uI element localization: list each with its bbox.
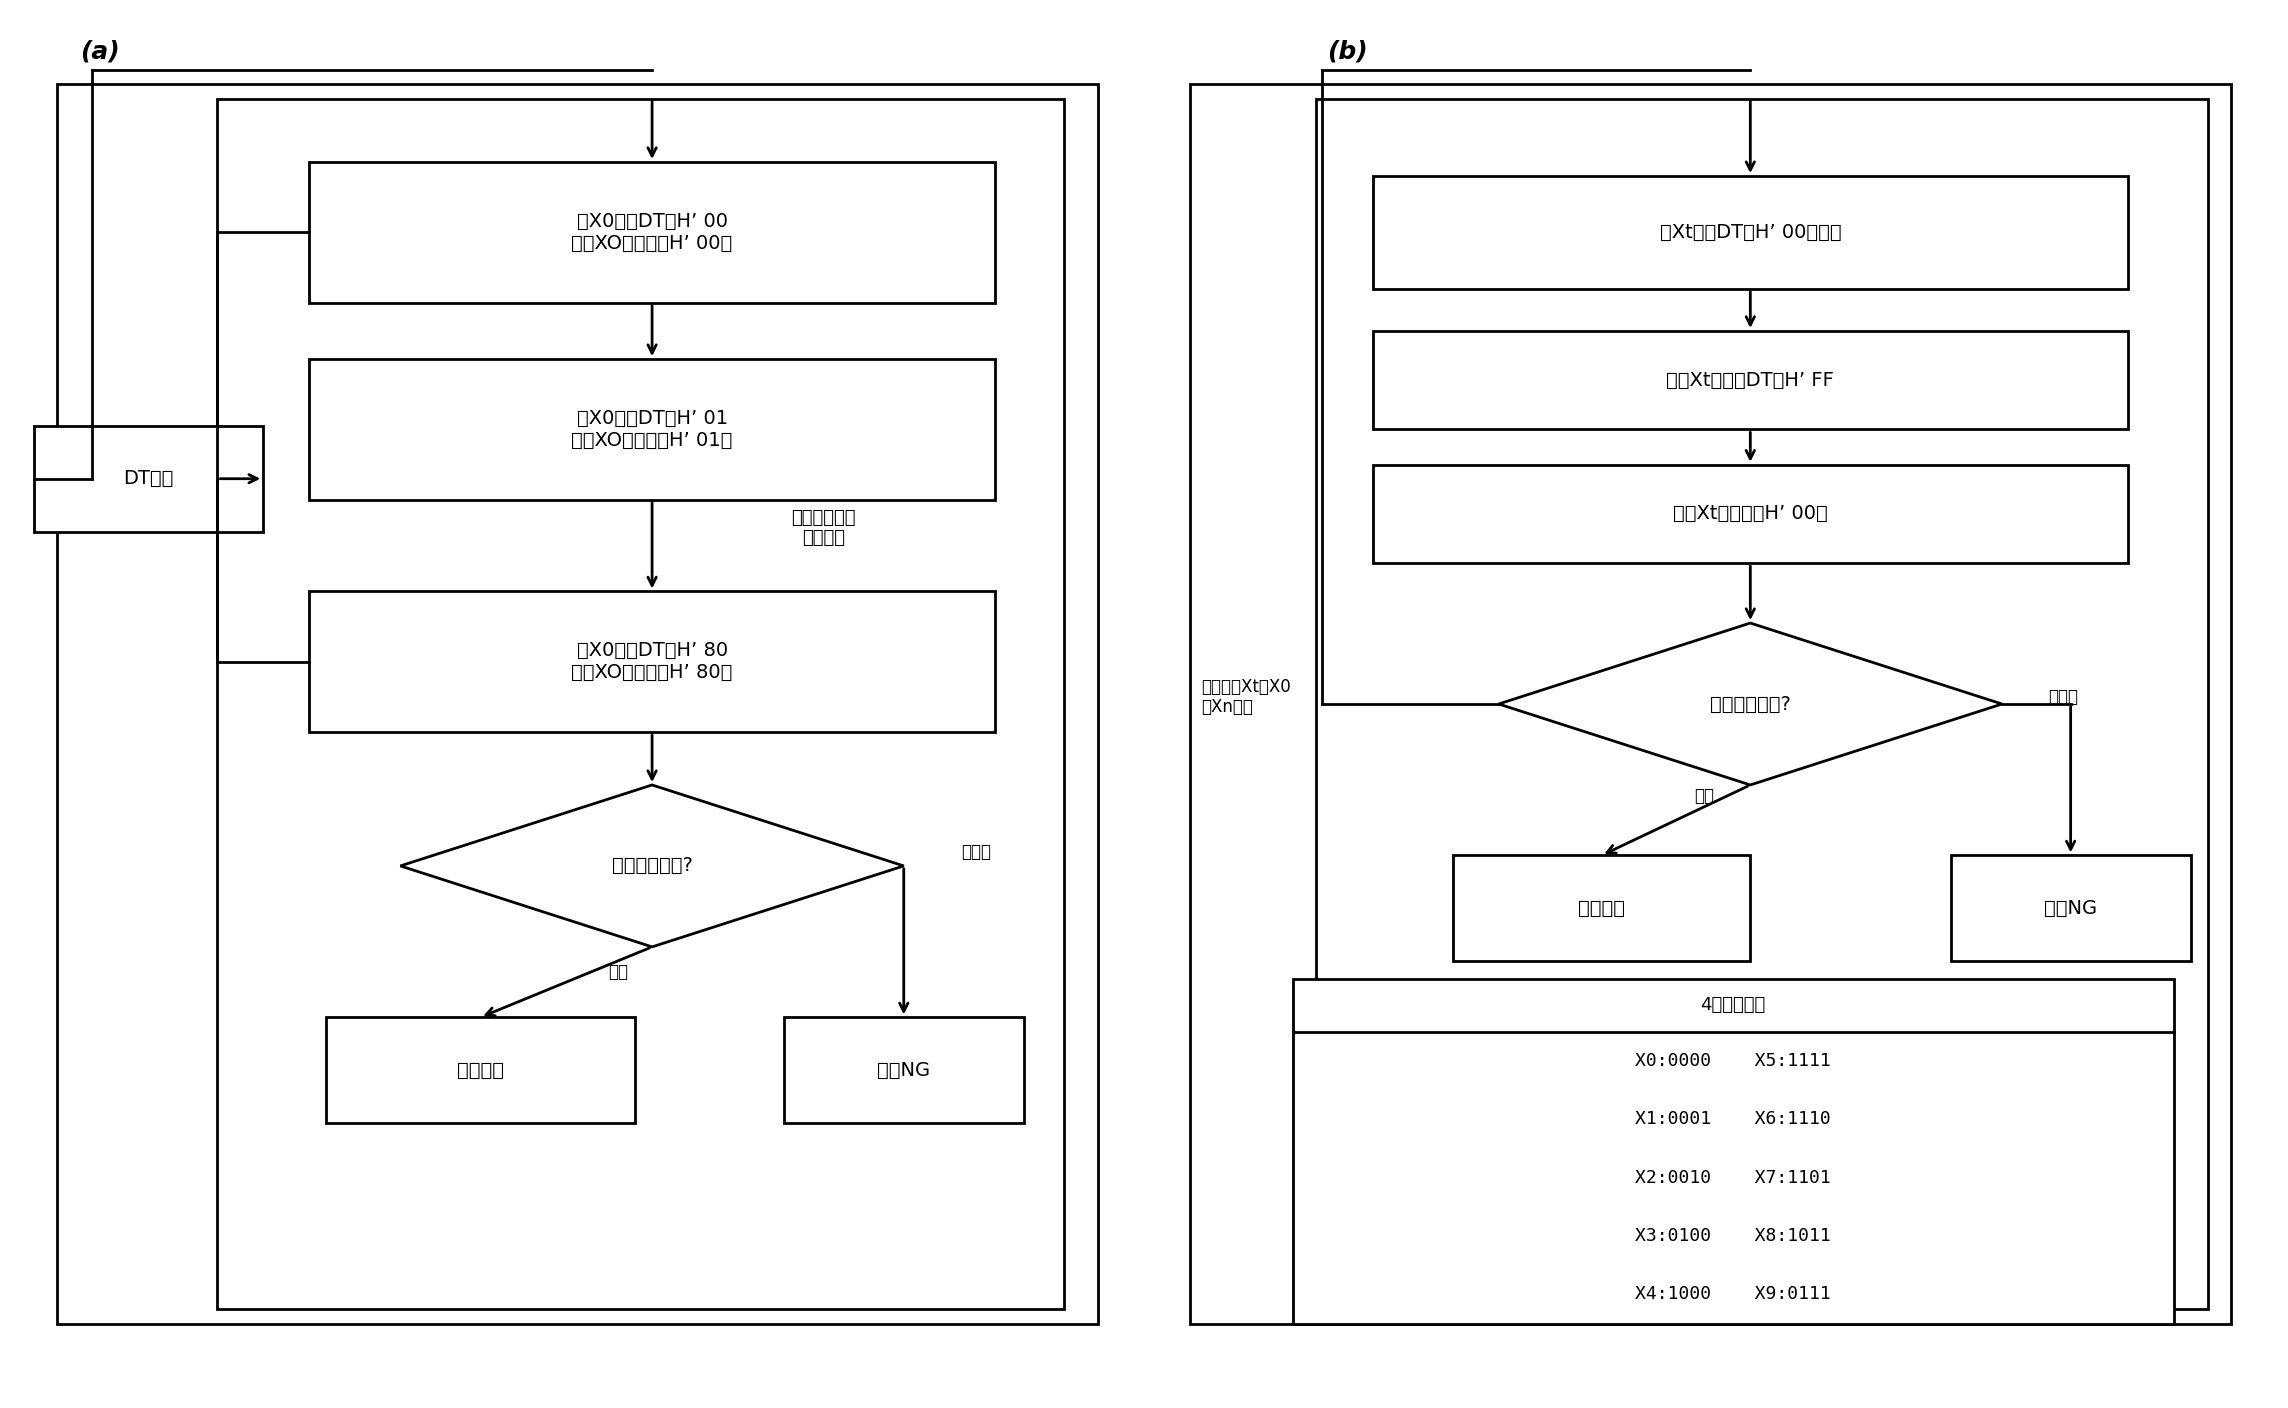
Text: X1:0001    X6:1110: X1:0001 X6:1110: [1636, 1110, 1830, 1128]
Text: 不一致: 不一致: [961, 843, 991, 860]
Text: 4比特的例子: 4比特的例子: [1700, 995, 1766, 1014]
Bar: [1949, 855, 2190, 960]
Bar: [325, 1017, 634, 1124]
Bar: [1373, 465, 2128, 563]
Text: 一致／不一致?: 一致／不一致?: [611, 856, 693, 876]
Bar: [217, 99, 1064, 1309]
Text: 读出Xt（期望值H’ 00）: 读出Xt（期望值H’ 00）: [1673, 504, 1828, 524]
Text: DT反转: DT反转: [124, 469, 174, 489]
Text: 一致／不一致?: 一致／不一致?: [1709, 694, 1792, 714]
Bar: [309, 162, 995, 303]
Polygon shape: [1499, 622, 2002, 786]
Text: 在X0写入DT＝H’ 80
读出XO（期望值H’ 80）: 在X0写入DT＝H’ 80 读出XO（期望值H’ 80）: [572, 641, 732, 683]
Bar: [34, 425, 263, 531]
Text: 连接NG: 连接NG: [876, 1060, 931, 1080]
Text: 重复直到Xt＝X0
～Xn为止: 重复直到Xt＝X0 ～Xn为止: [1201, 677, 1290, 717]
Text: X3:0100    X8:1011: X3:0100 X8:1011: [1636, 1226, 1830, 1245]
Bar: [57, 84, 1098, 1324]
Text: (b): (b): [1327, 39, 1368, 63]
Bar: [309, 591, 995, 732]
Bar: [1316, 99, 2208, 1309]
Text: X4:1000    X9:0111: X4:1000 X9:0111: [1636, 1286, 1830, 1304]
Text: 连接ＯＫ: 连接ＯＫ: [1579, 898, 1624, 918]
Text: 一致: 一致: [609, 963, 627, 980]
Text: 连接NG: 连接NG: [2043, 898, 2098, 918]
Bar: [1453, 855, 1750, 960]
Bar: [1373, 331, 2128, 429]
Bar: [1373, 176, 2128, 289]
Text: 按顺序使数据
比特移位: 按顺序使数据 比特移位: [792, 508, 856, 548]
Bar: [309, 359, 995, 500]
Text: 在X0写入DT＝H’ 00
读出XO（期望值H’ 00）: 在X0写入DT＝H’ 00 读出XO（期望值H’ 00）: [572, 211, 732, 253]
Text: 在Xt写入DT＝H’ 00期望值: 在Xt写入DT＝H’ 00期望值: [1659, 222, 1842, 242]
Bar: [782, 1017, 1025, 1124]
Text: X2:0010    X7:1101: X2:0010 X7:1101: [1636, 1169, 1830, 1187]
Text: 不一致: 不一致: [2048, 689, 2078, 705]
Bar: [1293, 979, 2174, 1324]
Polygon shape: [400, 786, 904, 946]
Text: 连接ＯＫ: 连接ＯＫ: [458, 1060, 503, 1080]
Text: 在X0写入DT＝H’ 01
读出XO（期望值H’ 01）: 在X0写入DT＝H’ 01 读出XO（期望值H’ 01）: [572, 408, 732, 451]
Text: 除在Xt外写入DT＝H’ FF: 除在Xt外写入DT＝H’ FF: [1666, 370, 1835, 390]
Text: 一致: 一致: [1695, 787, 1714, 804]
Bar: [1190, 84, 2231, 1324]
Text: X0:0000    X5:1111: X0:0000 X5:1111: [1636, 1052, 1830, 1070]
Text: (a): (a): [80, 39, 119, 63]
